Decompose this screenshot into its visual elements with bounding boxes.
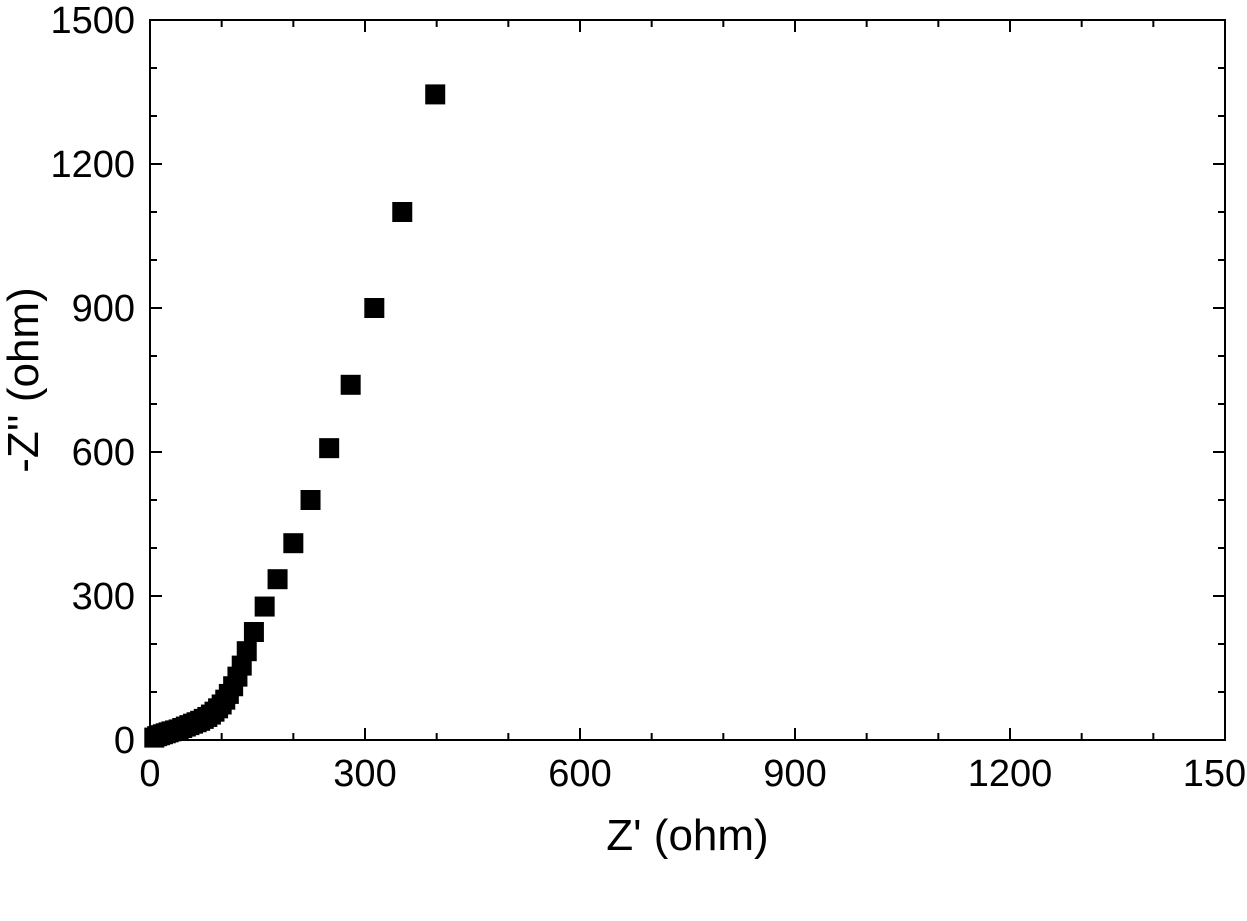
data-marker — [364, 298, 384, 318]
x-axis-label: Z' (ohm) — [606, 811, 768, 860]
data-marker — [301, 490, 321, 510]
y-tick-label: 900 — [72, 288, 135, 330]
y-tick-label: 0 — [114, 720, 135, 762]
data-marker — [425, 84, 445, 104]
y-tick-label: 300 — [72, 576, 135, 618]
data-marker — [283, 533, 303, 553]
y-tick-label: 1500 — [50, 0, 135, 42]
chart-svg: 0 300 600 900 1200 1500 0 300 600 900 1200 1500 Z' (… — [0, 0, 1247, 921]
y-tick-label: 600 — [72, 432, 135, 474]
x-tick-label: 1200 — [968, 753, 1053, 795]
nyquist-chart: 0 300 600 900 1200 1500 0 300 600 900 1200 1500 Z' (… — [0, 0, 1247, 921]
data-marker — [237, 641, 257, 661]
x-tick-label: 900 — [763, 753, 826, 795]
x-tick-label: 0 — [139, 753, 160, 795]
data-marker — [341, 375, 361, 395]
data-marker — [255, 597, 275, 617]
x-tick-label: 300 — [333, 753, 396, 795]
x-tick-label: 600 — [548, 753, 611, 795]
data-marker — [268, 569, 288, 589]
plot-frame — [150, 20, 1225, 740]
x-tick-label: 1500 — [1183, 753, 1247, 795]
data-marker — [319, 438, 339, 458]
data-marker — [244, 622, 264, 642]
data-marker — [392, 202, 412, 222]
y-tick-label: 1200 — [50, 144, 135, 186]
y-axis-label: -Z'' (ohm) — [0, 287, 48, 472]
